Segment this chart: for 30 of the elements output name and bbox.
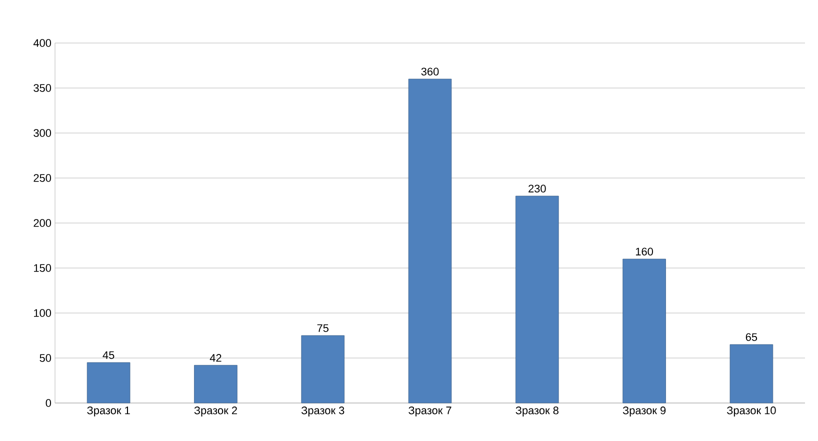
- y-tick-label: 100: [34, 309, 52, 317]
- y-tick-label: 250: [34, 174, 52, 182]
- y-tick-label: 150: [34, 264, 52, 272]
- bar: [516, 196, 559, 404]
- x-tick-label: Зразок 2: [194, 406, 237, 416]
- data-label: 75: [317, 324, 328, 332]
- x-tick-label: Зразок 10: [726, 406, 776, 416]
- data-label: 230: [528, 184, 546, 192]
- y-tick-label: 50: [40, 354, 52, 362]
- bar: [730, 344, 774, 404]
- data-label: 160: [636, 248, 653, 256]
- x-tick-label: Зразок 8: [516, 406, 558, 416]
- data-label: 360: [421, 68, 439, 76]
- bar: [622, 258, 666, 404]
- y-tick-label: 400: [33, 39, 52, 47]
- data-label: 42: [210, 354, 222, 362]
- bar: [408, 78, 452, 404]
- x-tick-label: Зразок 7: [408, 406, 452, 416]
- x-tick-label: Зразок 3: [301, 406, 344, 416]
- y-tick-label: 0: [46, 399, 52, 407]
- bar: [86, 362, 130, 404]
- y-tick-label: 350: [34, 84, 52, 92]
- bar: [194, 365, 238, 404]
- x-tick-label: Зразок 1: [87, 406, 130, 416]
- x-tick-label: Зразок 9: [622, 406, 666, 416]
- y-tick-label: 200: [34, 219, 52, 227]
- y-tick-label: 300: [34, 129, 52, 137]
- data-label: 65: [746, 333, 758, 341]
- data-label: 45: [102, 351, 114, 359]
- bar: [301, 335, 344, 404]
